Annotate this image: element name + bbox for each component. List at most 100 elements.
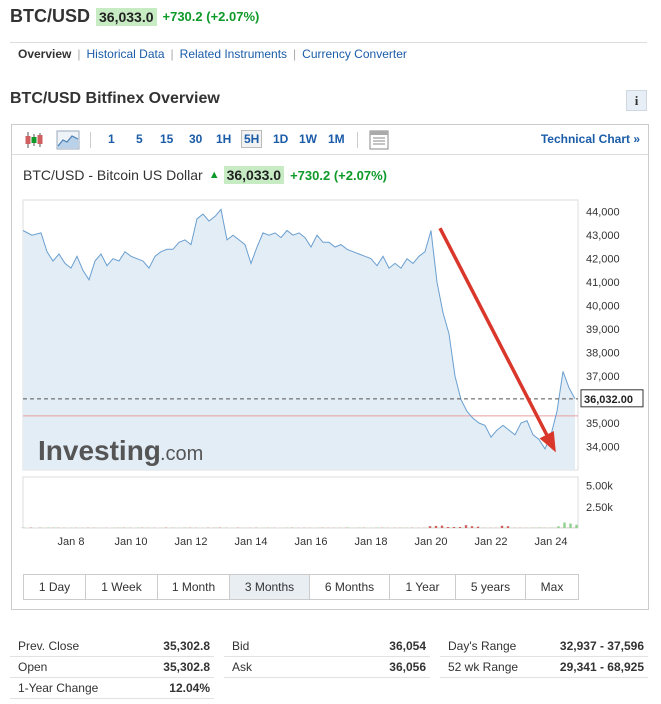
- interval-1m[interactable]: 1M: [328, 132, 345, 146]
- y-tick-label: 38,000: [586, 348, 620, 360]
- x-tick-label: Jan 14: [234, 536, 267, 548]
- interval-15[interactable]: 15: [160, 132, 174, 146]
- volume-tick-label: 5.00k: [586, 481, 613, 493]
- chart-last-price: 36,033.0: [223, 166, 285, 184]
- volume-bar-down: [452, 526, 456, 528]
- range-6-months[interactable]: 6 Months: [310, 575, 390, 599]
- range-3-months[interactable]: 3 Months: [230, 575, 310, 599]
- up-arrow-icon: ▲: [208, 169, 220, 181]
- volume-bar-up: [557, 526, 560, 528]
- x-tick-label: Jan 20: [414, 536, 447, 548]
- volume-bar-down: [458, 526, 462, 528]
- x-tick-label: Jan 8: [58, 536, 85, 548]
- toolbar-separator: [357, 132, 358, 148]
- area-chart-icon[interactable]: [56, 129, 80, 151]
- range-1-week[interactable]: 1 Week: [86, 575, 158, 599]
- interval-5[interactable]: 5: [136, 132, 143, 146]
- x-tick-label: Jan 18: [354, 536, 387, 548]
- price-change: +730.2 (+2.07%): [162, 9, 260, 24]
- downward-trend-arrow: [438, 227, 556, 450]
- price-area: [23, 209, 575, 470]
- investing-watermark-suffix: .com: [160, 443, 203, 465]
- price-chart[interactable]: 44,000 43,000 42,000 41,000 40,000 39,000 38,0…: [12, 195, 648, 570]
- chart-panel: 1 5 15 30 1H 5H 1D 1W 1M Technical Chart…: [11, 124, 649, 610]
- y-tick-label: 44,000: [586, 207, 620, 219]
- chart-toolbar: 1 5 15 30 1H 5H 1D 1W 1M Technical Chart…: [12, 125, 648, 155]
- chart-caption: BTC/USD - Bitcoin US Dollar ▲ 36,033.0 +…: [23, 166, 387, 184]
- y-tick-label: 43,000: [586, 230, 620, 242]
- investing-watermark: Investing: [38, 435, 161, 466]
- arrow-head: [539, 430, 556, 453]
- interval-1h[interactable]: 1H: [216, 132, 232, 146]
- range-1-day[interactable]: 1 Day: [24, 575, 86, 599]
- volume-bar-down: [506, 526, 510, 528]
- interval-1[interactable]: 1: [108, 132, 115, 146]
- technical-chart-link[interactable]: Technical Chart »: [540, 132, 640, 146]
- volume-bar-down: [446, 526, 450, 528]
- volume-bar-up: [575, 524, 578, 528]
- divider: [10, 42, 647, 43]
- tab-overview[interactable]: Overview: [18, 47, 72, 61]
- range-max[interactable]: Max: [540, 580, 564, 594]
- volume-bar-down: [470, 526, 474, 528]
- table-icon[interactable]: [367, 129, 391, 151]
- candlestick-icon[interactable]: [22, 129, 46, 151]
- chart-instrument-name: BTC/USD - Bitcoin US Dollar: [23, 167, 203, 183]
- volume-bar-down: [476, 526, 480, 528]
- tab-historical-data[interactable]: Historical Data: [86, 47, 165, 61]
- volume-plot-frame: [22, 476, 579, 529]
- nav-separator: |: [293, 47, 297, 61]
- volume-tick-label: 2.50k: [586, 502, 613, 514]
- interval-30[interactable]: 30: [189, 132, 203, 146]
- symbol: BTC/USD: [10, 6, 90, 26]
- x-tick-label: Jan 22: [474, 536, 507, 548]
- stat-row: 52 wk Range 29,341 - 68,925: [440, 657, 648, 678]
- stat-row: 1-Year Change 12.04%: [10, 678, 214, 699]
- volume-bar-down: [500, 525, 504, 528]
- stat-row: Day's Range 32,937 - 37,596: [440, 636, 648, 657]
- y-tick-label: 42,000: [586, 254, 620, 266]
- range-selector: 1 Day 1 Week 1 Month 3 Months 6 Months 1…: [23, 574, 579, 600]
- volume-bar-up: [569, 523, 572, 528]
- interval-5h[interactable]: 5H: [241, 130, 263, 148]
- nav-separator: |: [77, 47, 81, 61]
- interval-1d[interactable]: 1D: [273, 132, 289, 146]
- current-price-box: [580, 389, 644, 408]
- volume-bar-up: [347, 527, 350, 528]
- y-tick-label: 40,000: [586, 301, 620, 313]
- range-5-years[interactable]: 5 years: [456, 575, 526, 599]
- volume-bar-down: [434, 525, 438, 528]
- range-1-year[interactable]: 1 Year: [390, 575, 456, 599]
- nav-separator: |: [170, 47, 174, 61]
- stat-row: Ask 36,056: [224, 657, 430, 678]
- x-tick-label: Jan 10: [114, 536, 147, 548]
- y-tick-label: 34,000: [586, 442, 620, 454]
- x-tick-label: Jan 16: [294, 536, 327, 548]
- volume-bar-up: [563, 522, 566, 528]
- volume-bar-up: [47, 527, 50, 528]
- volume-bar-down: [464, 525, 468, 528]
- current-price-label: 36,032.00: [584, 394, 633, 406]
- quote-header: BTC/USD 36,033.0 +730.2 (+2.07%): [10, 6, 259, 27]
- y-tick-label: 35,000: [586, 418, 620, 430]
- price-line: [22, 208, 576, 450]
- x-tick-label: Jan 24: [534, 536, 567, 548]
- tab-related-instruments[interactable]: Related Instruments: [179, 47, 288, 61]
- stat-row: Open 35,302.8: [10, 657, 214, 678]
- range-1-month[interactable]: 1 Month: [158, 575, 230, 599]
- stat-row: Prev. Close 35,302.8: [10, 636, 214, 657]
- stats-column: Day's Range 32,937 - 37,596 52 wk Range 29…: [440, 636, 648, 678]
- interval-1w[interactable]: 1W: [299, 132, 317, 146]
- stats-column: Bid 36,054 Ask 36,056: [224, 636, 430, 678]
- volume-bar-down: [440, 525, 444, 528]
- chart-price-change: +730.2 (+2.07%): [290, 167, 387, 183]
- y-tick-label: 37,000: [586, 371, 620, 383]
- volume-bar-up: [539, 527, 542, 528]
- y-tick-label: 41,000: [586, 277, 620, 289]
- info-button[interactable]: i: [626, 90, 647, 111]
- x-tick-label: Jan 12: [174, 536, 207, 548]
- tab-currency-converter[interactable]: Currency Converter: [302, 47, 407, 61]
- sub-nav: Overview | Historical Data | Related Ins…: [18, 47, 407, 61]
- stats-column: Prev. Close 35,302.8 Open 35,302.8 1-Year …: [10, 636, 214, 699]
- overview-title: BTC/USD Bitfinex Overview: [10, 90, 220, 107]
